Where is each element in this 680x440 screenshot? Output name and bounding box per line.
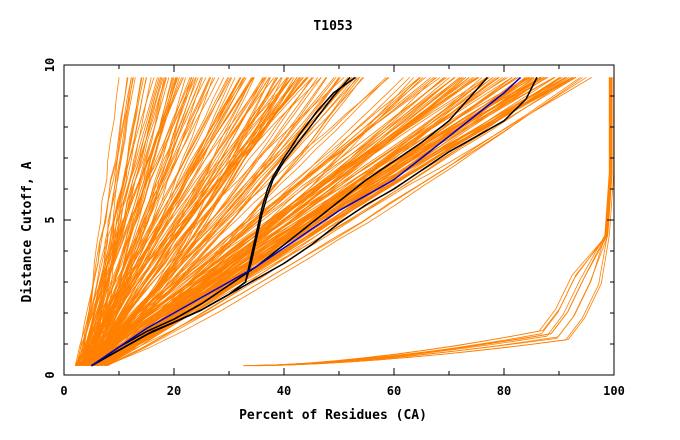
orange-model-line xyxy=(82,77,160,366)
orange-model-line xyxy=(258,77,615,367)
orange-model-lines xyxy=(74,77,615,367)
orange-model-line xyxy=(77,77,129,366)
orange-model-line xyxy=(105,77,562,367)
orange-model-line xyxy=(77,77,470,367)
tick-labels: 0 20 40 60 80 100 0 5 10 xyxy=(43,58,625,398)
orange-model-line xyxy=(88,77,147,366)
orange-model-line xyxy=(89,77,203,366)
orange-model-line xyxy=(77,77,233,366)
orange-model-line xyxy=(87,77,302,366)
orange-model-line xyxy=(88,77,279,366)
black-model-line xyxy=(91,76,489,367)
x-tick-label: 0 xyxy=(60,384,67,398)
x-tick-label: 20 xyxy=(167,384,181,398)
orange-model-line xyxy=(105,77,583,367)
x-tick-label: 100 xyxy=(603,384,625,398)
orange-model-line xyxy=(105,77,483,367)
orange-model-line xyxy=(85,77,390,366)
orange-model-line xyxy=(76,77,136,366)
orange-model-line xyxy=(76,77,313,366)
orange-model-line xyxy=(252,77,610,367)
orange-model-line xyxy=(90,77,225,366)
orange-model-line xyxy=(77,77,152,366)
black-model-line xyxy=(91,77,538,367)
orange-model-line xyxy=(77,77,170,366)
orange-model-line xyxy=(81,77,432,366)
orange-model-line xyxy=(90,77,581,367)
orange-model-line xyxy=(75,77,220,366)
orange-model-line xyxy=(76,77,132,366)
orange-model-line xyxy=(84,77,542,366)
y-tick-label: 10 xyxy=(43,58,57,72)
orange-model-line xyxy=(75,77,289,367)
blue-model-line xyxy=(91,76,522,367)
orange-model-line xyxy=(84,77,229,366)
x-tick-label: 40 xyxy=(277,384,291,398)
orange-model-line xyxy=(81,77,309,366)
orange-model-line xyxy=(95,77,538,367)
orange-model-line xyxy=(93,77,499,367)
orange-model-line xyxy=(74,77,184,366)
highlight-model-lines xyxy=(91,76,538,367)
chart-title: T1053 xyxy=(313,19,352,34)
x-tick-label: 80 xyxy=(497,384,511,398)
axis-ticks xyxy=(63,64,615,376)
orange-model-line xyxy=(75,77,555,367)
orange-model-line xyxy=(80,77,410,367)
y-tick-label: 0 xyxy=(43,371,57,378)
orange-model-line xyxy=(86,77,455,367)
x-tick-label: 60 xyxy=(387,384,401,398)
orange-model-line xyxy=(81,77,255,366)
orange-model-line xyxy=(97,77,499,367)
y-axis-label: Distance Cutoff, A xyxy=(20,161,35,302)
orange-model-line xyxy=(75,77,480,366)
x-axis-label: Percent of Residues (CA) xyxy=(239,408,427,423)
orange-model-line xyxy=(98,77,547,367)
orange-model-line xyxy=(83,77,447,366)
orange-model-line xyxy=(83,77,389,367)
orange-model-line xyxy=(82,77,529,366)
orange-model-line xyxy=(95,77,288,366)
orange-model-line xyxy=(86,77,246,366)
y-tick-label: 5 xyxy=(43,216,57,223)
orange-model-line xyxy=(81,77,155,366)
orange-model-line xyxy=(86,77,199,366)
orange-model-line xyxy=(88,77,242,366)
orange-model-line xyxy=(94,77,134,366)
orange-model-line xyxy=(93,77,561,367)
orange-model-line xyxy=(79,77,353,366)
